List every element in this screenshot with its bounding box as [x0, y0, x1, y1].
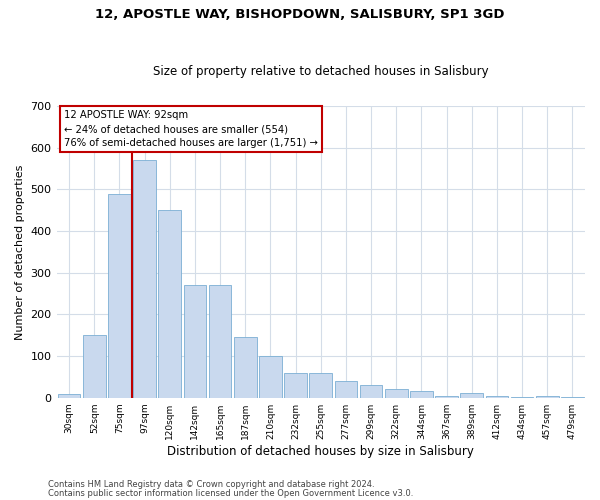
Bar	[435, 396, 458, 398]
Text: Contains public sector information licensed under the Open Government Licence v3: Contains public sector information licen…	[48, 488, 413, 498]
Y-axis label: Number of detached properties: Number of detached properties	[15, 164, 25, 340]
Bar	[108, 194, 131, 398]
Text: 12, APOSTLE WAY, BISHOPDOWN, SALISBURY, SP1 3GD: 12, APOSTLE WAY, BISHOPDOWN, SALISBURY, …	[95, 8, 505, 20]
Title: Size of property relative to detached houses in Salisbury: Size of property relative to detached ho…	[153, 66, 488, 78]
Text: 12 APOSTLE WAY: 92sqm
← 24% of detached houses are smaller (554)
76% of semi-det: 12 APOSTLE WAY: 92sqm ← 24% of detached …	[64, 110, 319, 148]
Bar	[385, 390, 407, 398]
Text: Contains HM Land Registry data © Crown copyright and database right 2024.: Contains HM Land Registry data © Crown c…	[48, 480, 374, 489]
Bar	[335, 381, 357, 398]
Bar	[184, 285, 206, 398]
Bar	[133, 160, 156, 398]
X-axis label: Distribution of detached houses by size in Salisbury: Distribution of detached houses by size …	[167, 444, 474, 458]
Bar	[460, 392, 483, 398]
Bar	[310, 372, 332, 398]
Bar	[234, 338, 257, 398]
Bar	[259, 356, 282, 398]
Bar	[360, 385, 382, 398]
Bar	[158, 210, 181, 398]
Bar	[83, 335, 106, 398]
Bar	[410, 392, 433, 398]
Bar	[209, 285, 232, 398]
Bar	[58, 394, 80, 398]
Bar	[284, 372, 307, 398]
Bar	[485, 396, 508, 398]
Bar	[536, 396, 559, 398]
